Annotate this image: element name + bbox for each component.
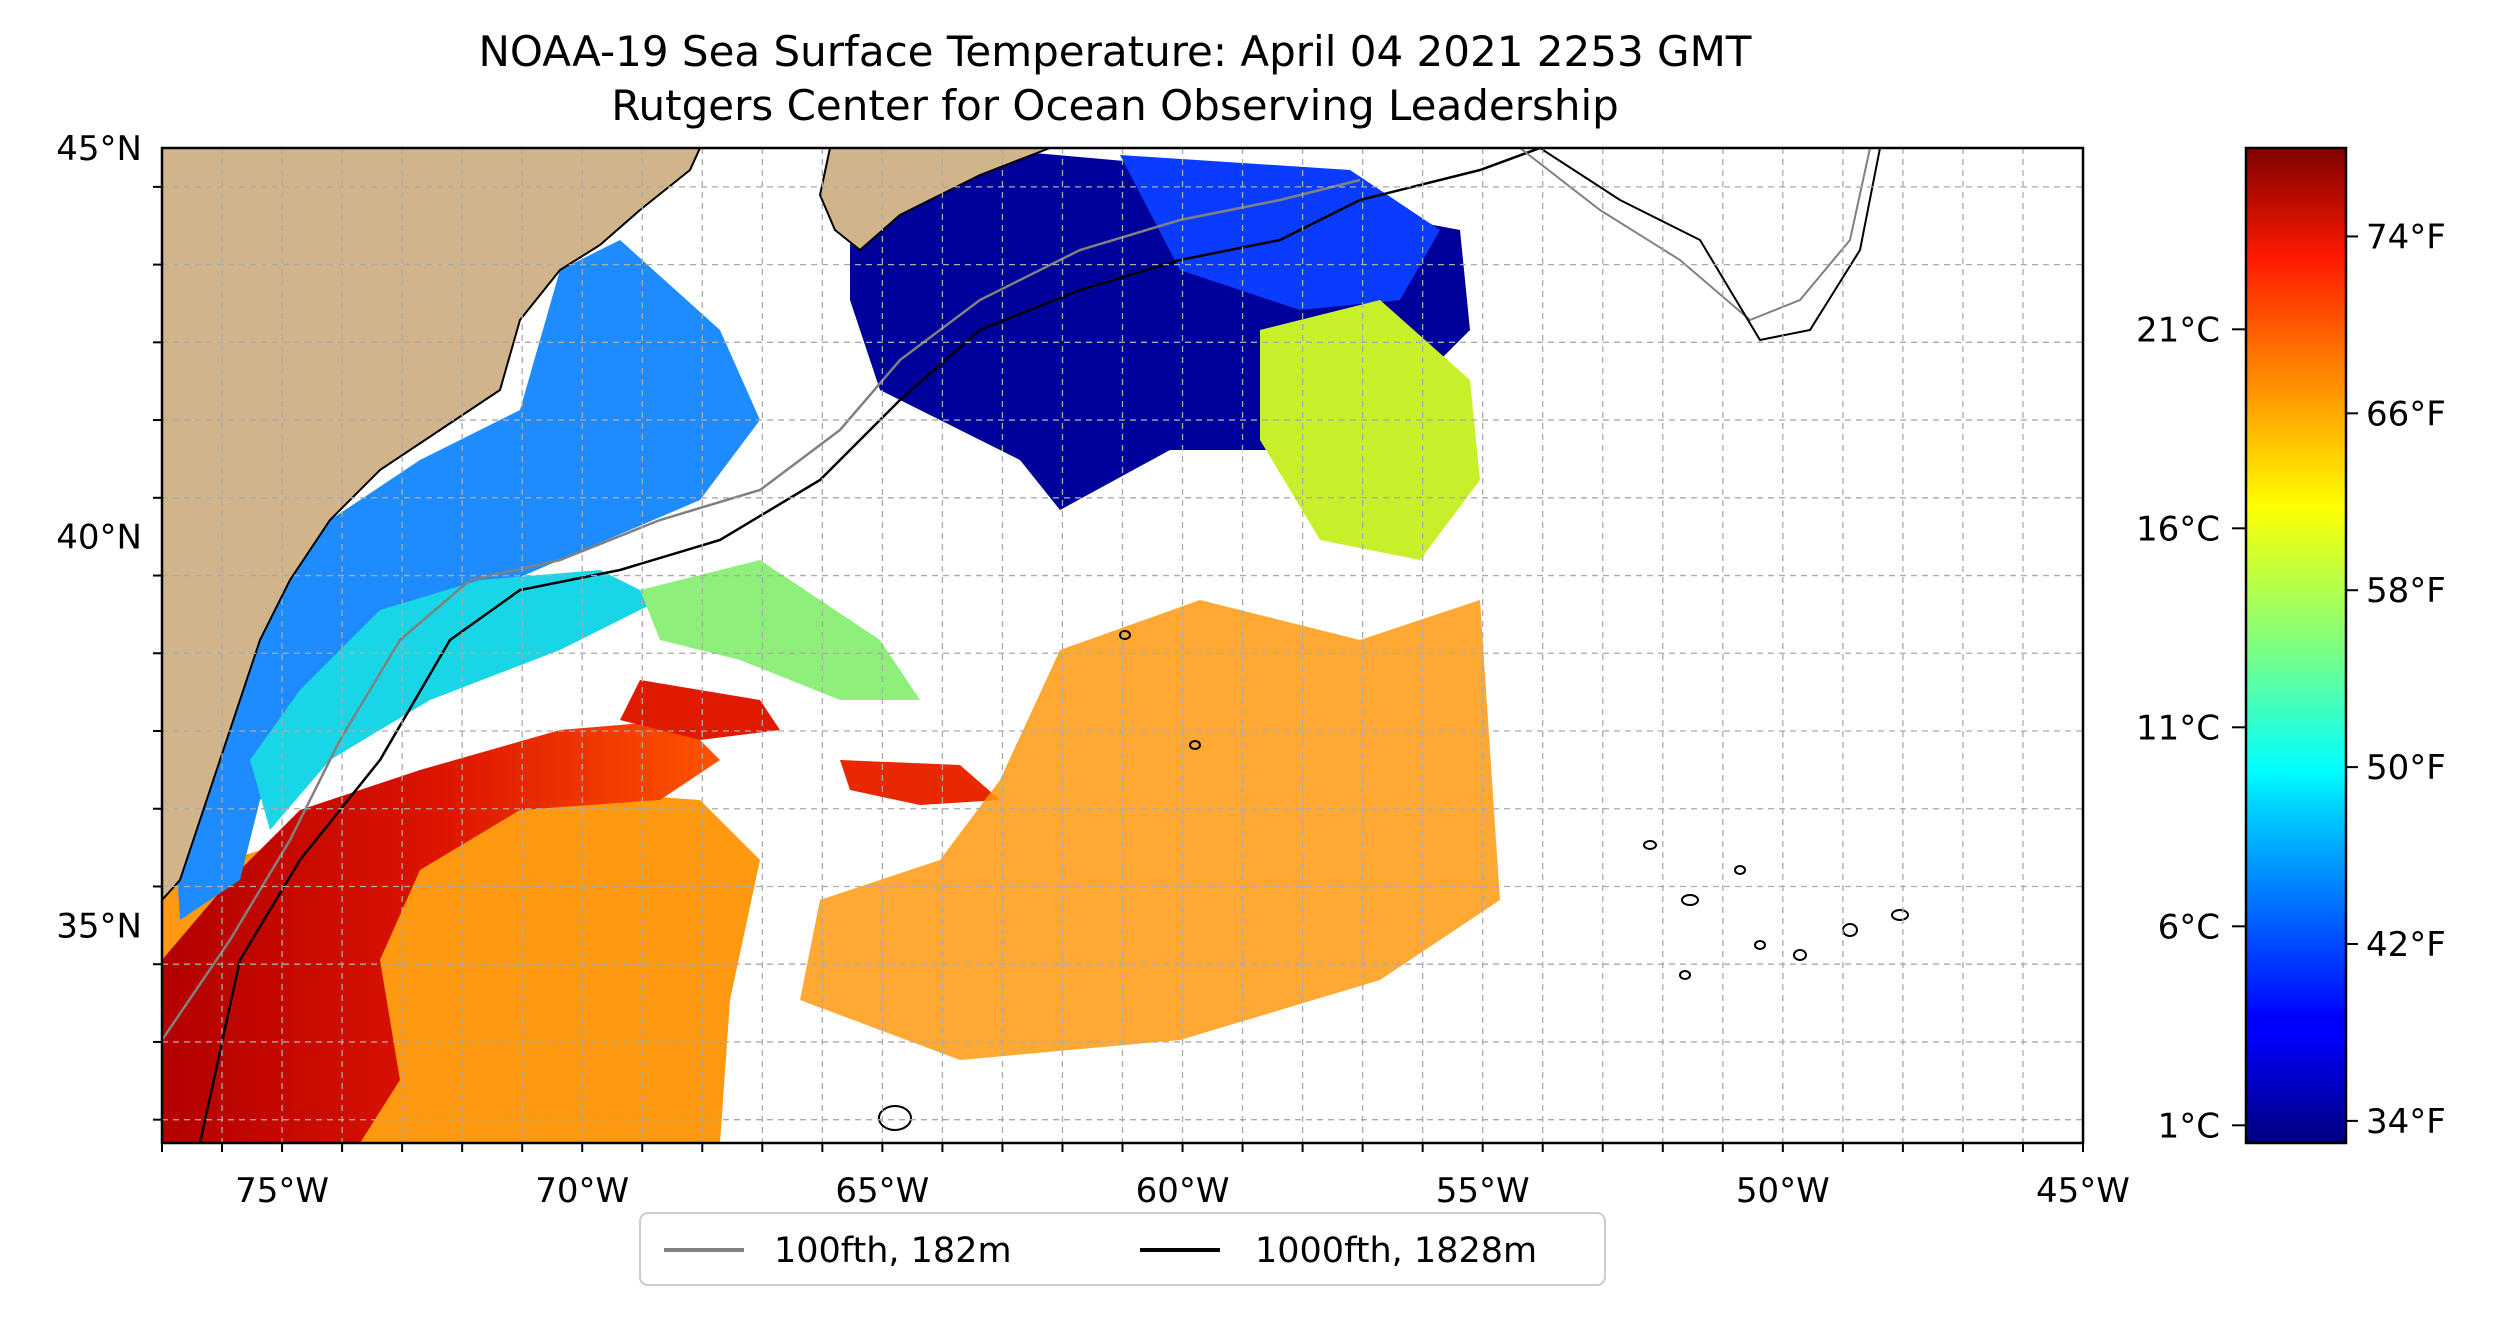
celsius-tick-label: 11°C: [2136, 708, 2220, 748]
fahrenheit-tick-label: 66°F: [2366, 394, 2446, 434]
lon-tick-label: 50°W: [1736, 1171, 1830, 1211]
lon-tick-label: 70°W: [535, 1171, 629, 1211]
sst-field: [162, 148, 1909, 1143]
lon-tick-label: 75°W: [235, 1171, 329, 1211]
coast-newfoundland: [1539, 148, 1881, 342]
sst-gulf-stream: [162, 720, 720, 1143]
lon-tick-label: 65°W: [835, 1171, 929, 1211]
sst-gulf-stream-jet: [840, 760, 1000, 805]
isobath-grand-banks: [1519, 148, 1871, 322]
celsius-tick-label: 16°C: [2136, 509, 2220, 549]
fahrenheit-tick-label: 58°F: [2366, 571, 2446, 611]
land-nova-scotia: [818, 148, 1051, 252]
lat-tick-label: 35°N: [56, 906, 142, 946]
title-line-2: Rutgers Center for Ocean Observing Leade…: [611, 81, 1619, 130]
isobath-100fth-line: [162, 178, 1361, 1041]
fahrenheit-tick-label: 42°F: [2366, 925, 2446, 965]
legend-box: [639, 1212, 1606, 1286]
lat-tick-label: 45°N: [56, 129, 142, 169]
title-line-1: NOAA-19 Sea Surface Temperature: April 0…: [479, 27, 1752, 76]
lon-tick-label: 55°W: [1436, 1171, 1530, 1211]
legend-label-1000fth: 1000fth, 1828m: [1255, 1231, 1537, 1271]
land: [162, 148, 702, 902]
fahrenheit-tick-label: 50°F: [2366, 748, 2446, 788]
map-panel: 75°W 70°W 65°W 60°W 55°W 50°W 45°W 45°N …: [56, 129, 2130, 1211]
lat-tick-label: 40°N: [56, 518, 142, 558]
fahrenheit-tick-label: 34°F: [2366, 1102, 2446, 1142]
celsius-tick-label: 21°C: [2136, 310, 2220, 350]
sst-offshore-yellow: [1260, 300, 1480, 560]
colorbar-fahrenheit-ticks: 74°F 66°F 58°F 50°F 42°F 34°F: [2366, 217, 2446, 1141]
colorbar-gradient: [2246, 148, 2346, 1143]
fahrenheit-tick-label: 74°F: [2366, 217, 2446, 257]
sst-green-band: [640, 560, 920, 700]
seamounts: [878, 630, 1909, 1131]
isobath-1000fth-line: [198, 148, 1541, 1143]
lat-tick-labels: 45°N 40°N 35°N: [56, 129, 142, 946]
colorbar-celsius-ticks: 21°C 16°C 11°C 6°C 1°C: [2136, 310, 2220, 1146]
sst-offshore-orange: [800, 600, 1500, 1060]
sst-shelf-cold: [170, 240, 760, 920]
legend: 100fth, 182m 1000fth, 1828m: [639, 1212, 1606, 1286]
celsius-tick-label: 6°C: [2158, 907, 2220, 947]
map-frame: [160, 146, 2085, 1145]
lon-tick-label: 60°W: [1136, 1171, 1230, 1211]
legend-label-100fth: 100fth, 182m: [774, 1231, 1012, 1271]
sst-slope-cyan: [250, 570, 660, 830]
sst-gulf-stream-east: [620, 680, 780, 740]
colorbar-tick-marks: [2232, 235, 2358, 1127]
colorbar: 21°C 16°C 11°C 6°C 1°C 74°F 66°F 58°F 50…: [2136, 146, 2446, 1146]
colorbar-frame: [2244, 146, 2348, 1145]
sst-gulf-maine-blue: [1120, 155, 1440, 310]
lon-tick-labels: 75°W 70°W 65°W 60°W 55°W 50°W 45°W: [235, 1171, 2130, 1211]
lon-tick-label: 45°W: [2036, 1171, 2130, 1211]
celsius-tick-label: 1°C: [2158, 1106, 2220, 1146]
